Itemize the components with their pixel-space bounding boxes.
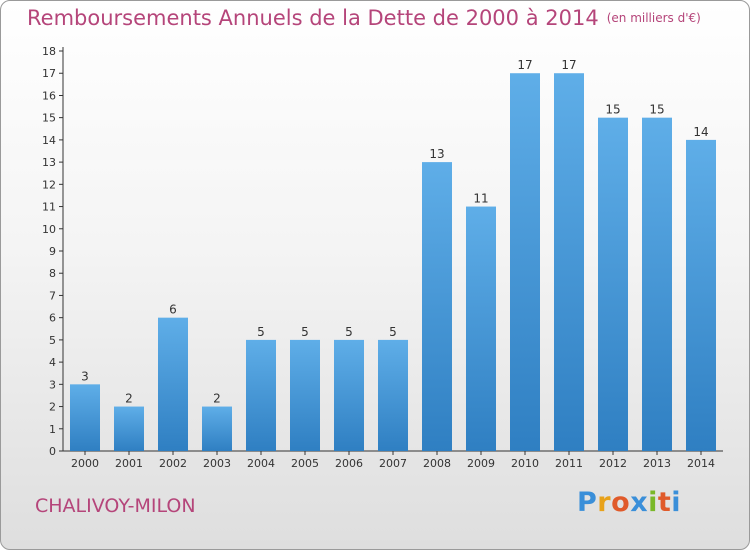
- y-tick-label: 16: [42, 89, 56, 102]
- bar-2013: [642, 117, 672, 452]
- y-tick-label: 1: [49, 423, 56, 436]
- y-tick-label: 13: [42, 156, 56, 169]
- bar-2004: [246, 339, 276, 451]
- data-label-2001: 2: [125, 392, 133, 406]
- data-labels: 3 2 6 2 5 5 5 5 13 11 17 17 15 15 14: [81, 58, 708, 405]
- proxiti-logo[interactable]: Proxiti: [577, 487, 681, 518]
- y-tick-label: 8: [49, 267, 56, 280]
- y-tick-label: 0: [49, 445, 56, 458]
- y-tick-label: 7: [49, 289, 56, 302]
- x-tick-label-2013: 2013: [643, 457, 671, 470]
- logo-letter: i: [648, 487, 658, 518]
- logo-letter: x: [630, 487, 649, 518]
- data-label-2003: 2: [213, 392, 221, 406]
- x-tick-label-2010: 2010: [511, 457, 539, 470]
- x-tick-label-2005: 2005: [291, 457, 319, 470]
- bar-2010: [510, 73, 540, 451]
- y-tick-label: 11: [42, 201, 56, 214]
- bar-2008: [422, 162, 452, 451]
- data-label-2012: 15: [605, 103, 620, 117]
- bar-2005: [290, 339, 320, 451]
- y-tick-label: 12: [42, 178, 56, 191]
- y-tick-label: 17: [42, 67, 56, 80]
- chart-title-text: Remboursements Annuels de la Dette de 20…: [27, 6, 599, 30]
- bar-2003: [202, 406, 232, 451]
- bars: [70, 73, 716, 452]
- data-label-2011: 17: [561, 58, 576, 72]
- logo-letter: P: [577, 487, 598, 518]
- x-tick-label-2004: 2004: [247, 457, 275, 470]
- y-tick-label: 4: [49, 356, 56, 369]
- y-tick-label: 10: [42, 223, 56, 236]
- x-tick-label-2000: 2000: [71, 457, 99, 470]
- logo-letter: t: [657, 487, 672, 518]
- data-label-2013: 15: [649, 103, 664, 117]
- x-tick-label-2006: 2006: [335, 457, 363, 470]
- x-tick-label-2008: 2008: [423, 457, 451, 470]
- data-label-2007: 5: [389, 325, 397, 339]
- data-label-2005: 5: [301, 325, 309, 339]
- data-label-2004: 5: [257, 325, 265, 339]
- bar-2011: [554, 73, 584, 451]
- x-tick-label-2014: 2014: [687, 457, 715, 470]
- x-tick-label-2011: 2011: [555, 457, 583, 470]
- x-tick-label-2009: 2009: [467, 457, 495, 470]
- bar-2006: [334, 339, 364, 451]
- data-label-2009: 11: [473, 192, 488, 206]
- bar-2012: [598, 117, 628, 452]
- y-tick-label: 9: [49, 245, 56, 258]
- bar-2009: [466, 206, 496, 451]
- x-tick-label-2001: 2001: [115, 457, 143, 470]
- data-label-2002: 6: [169, 303, 177, 317]
- y-tick-label: 3: [49, 378, 56, 391]
- bar-2002: [158, 317, 188, 451]
- logo-letter: r: [597, 487, 612, 518]
- bar-2000: [70, 384, 100, 451]
- y-tick-label: 18: [42, 45, 56, 58]
- bar-2014: [686, 139, 716, 451]
- data-label-2010: 17: [517, 58, 532, 72]
- y-tick-label: 5: [49, 334, 56, 347]
- y-tick-label: 15: [42, 112, 56, 125]
- x-tick-label-2007: 2007: [379, 457, 407, 470]
- logo-letter: o: [611, 487, 631, 518]
- x-tick-label-2003: 2003: [203, 457, 231, 470]
- y-tick-label: 14: [42, 134, 56, 147]
- logo-letter: i: [671, 487, 682, 518]
- y-tick-label: 2: [49, 401, 56, 414]
- y-tick-label: 6: [49, 312, 56, 325]
- x-tick-label-2012: 2012: [599, 457, 627, 470]
- chart-title: Remboursements Annuels de la Dette de 20…: [27, 6, 701, 30]
- data-label-2008: 13: [429, 147, 444, 161]
- unit-label: (en milliers d'€): [606, 11, 701, 25]
- data-label-2006: 5: [345, 325, 353, 339]
- data-label-2000: 3: [81, 369, 89, 383]
- bar-2001: [114, 406, 144, 451]
- commune-name: CHALIVOY-MILON: [35, 495, 196, 517]
- x-tick-label-2002: 2002: [159, 457, 187, 470]
- bar-2007: [378, 339, 408, 451]
- data-label-2014: 14: [693, 125, 708, 139]
